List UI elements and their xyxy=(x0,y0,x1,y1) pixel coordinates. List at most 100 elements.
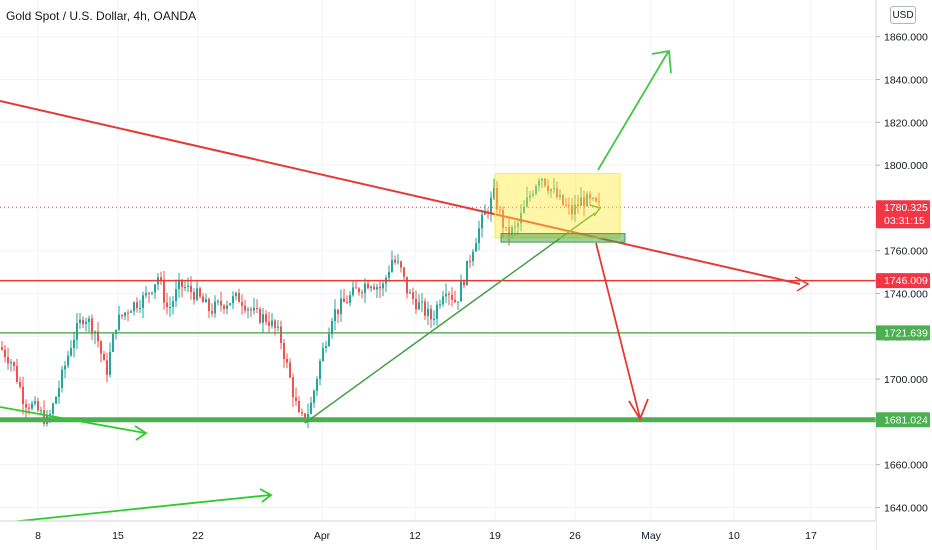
time-tick-label: 22 xyxy=(192,530,204,542)
candle-down xyxy=(361,292,363,294)
candle-up xyxy=(172,301,174,307)
time-tick-label: May xyxy=(641,530,662,542)
candle-down xyxy=(373,286,375,290)
candle-up xyxy=(520,213,522,224)
candle-down xyxy=(106,360,108,375)
candle-down xyxy=(43,410,45,424)
candle-down xyxy=(568,204,570,206)
candle-up xyxy=(76,322,78,340)
candle-down xyxy=(1,347,3,350)
current-price-label-text: 1780.325 xyxy=(884,202,928,214)
current-price-label-bg xyxy=(876,200,930,229)
price-tick-label: 1740.000 xyxy=(884,289,928,301)
candle-up xyxy=(586,194,588,207)
candle-up xyxy=(235,292,237,297)
candle-up xyxy=(247,309,249,311)
candle-down xyxy=(16,366,18,382)
time-tick-label: 10 xyxy=(728,530,740,542)
candle-up xyxy=(115,329,117,334)
candle-up xyxy=(130,311,132,313)
candle-down xyxy=(298,400,300,413)
candle-down xyxy=(97,331,99,342)
candle-down xyxy=(28,407,30,409)
candle-up xyxy=(418,302,420,310)
candle-down xyxy=(82,319,84,325)
candle-up xyxy=(205,299,207,303)
candle-up xyxy=(79,319,81,323)
time-tick-label: 15 xyxy=(112,530,124,542)
candle-down xyxy=(346,301,348,303)
candle-up xyxy=(523,206,525,214)
candle-down xyxy=(499,209,501,211)
time-tick-label: 12 xyxy=(409,530,421,542)
symbol-title: Gold Spot / U.S. Dollar, 4h, OANDA xyxy=(6,9,197,23)
candle-down xyxy=(193,292,195,300)
candle-up xyxy=(436,304,438,319)
candle-up xyxy=(541,178,543,181)
candle-up xyxy=(133,302,135,312)
candle-down xyxy=(220,301,222,306)
candle-up xyxy=(10,362,12,364)
candle-down xyxy=(394,259,396,263)
candle-up xyxy=(34,401,36,404)
candle-down xyxy=(508,226,510,236)
candle-down xyxy=(454,299,456,303)
candle-down xyxy=(25,404,27,408)
candle-down xyxy=(544,178,546,186)
candle-up xyxy=(154,284,156,293)
candle-down xyxy=(598,201,600,203)
chart-drawings xyxy=(0,49,876,524)
candle-up xyxy=(526,197,528,207)
candle-up xyxy=(466,260,468,286)
candle-up xyxy=(85,322,87,325)
candle-up xyxy=(64,365,66,370)
candle-up xyxy=(310,402,312,414)
chart-grid xyxy=(0,0,876,521)
level-label-1681-text: 1681.024 xyxy=(884,414,928,426)
candle-down xyxy=(412,292,414,299)
candle-down xyxy=(571,205,573,215)
candle-up xyxy=(442,296,444,305)
candle-up xyxy=(493,188,495,198)
candle-down xyxy=(259,308,261,323)
ascending-arrowhead xyxy=(589,204,602,217)
level-label-1721-bg xyxy=(876,325,930,341)
price-tick-label: 1700.000 xyxy=(884,374,928,386)
candle-up xyxy=(55,396,57,404)
candle-down xyxy=(91,318,93,334)
candle-down xyxy=(355,287,357,289)
candle-down xyxy=(583,197,585,207)
candle-down xyxy=(274,320,276,328)
green-arrow-lower-left xyxy=(0,406,146,434)
candle-down xyxy=(22,386,24,405)
candle-up xyxy=(70,348,72,356)
candle-up xyxy=(559,194,561,198)
candle-down xyxy=(448,293,450,295)
price-tick-label: 1840.000 xyxy=(884,75,928,87)
candle-down xyxy=(136,302,138,309)
plot-area xyxy=(0,0,876,521)
candle-up xyxy=(271,320,273,326)
candle-up xyxy=(334,309,336,322)
candle-down xyxy=(283,343,285,360)
candle-down xyxy=(547,185,549,192)
level-label-1746-text: 1746.009 xyxy=(884,275,928,287)
candle-up xyxy=(67,355,69,366)
currency-button[interactable]: USD xyxy=(890,6,916,24)
bearish-arrowhead xyxy=(628,398,649,422)
candle-down xyxy=(148,292,150,294)
level-label-1746-bg xyxy=(876,273,930,289)
candle-up xyxy=(58,387,60,397)
candle-up xyxy=(445,293,447,297)
candle-up xyxy=(532,193,534,196)
candle-up xyxy=(340,298,342,314)
candle-up xyxy=(382,283,384,289)
candle-down xyxy=(223,305,225,309)
candle-up xyxy=(232,296,234,304)
candle-up xyxy=(178,279,180,290)
candle-down xyxy=(595,197,597,202)
candle-up xyxy=(421,301,423,303)
candle-down xyxy=(379,286,381,289)
